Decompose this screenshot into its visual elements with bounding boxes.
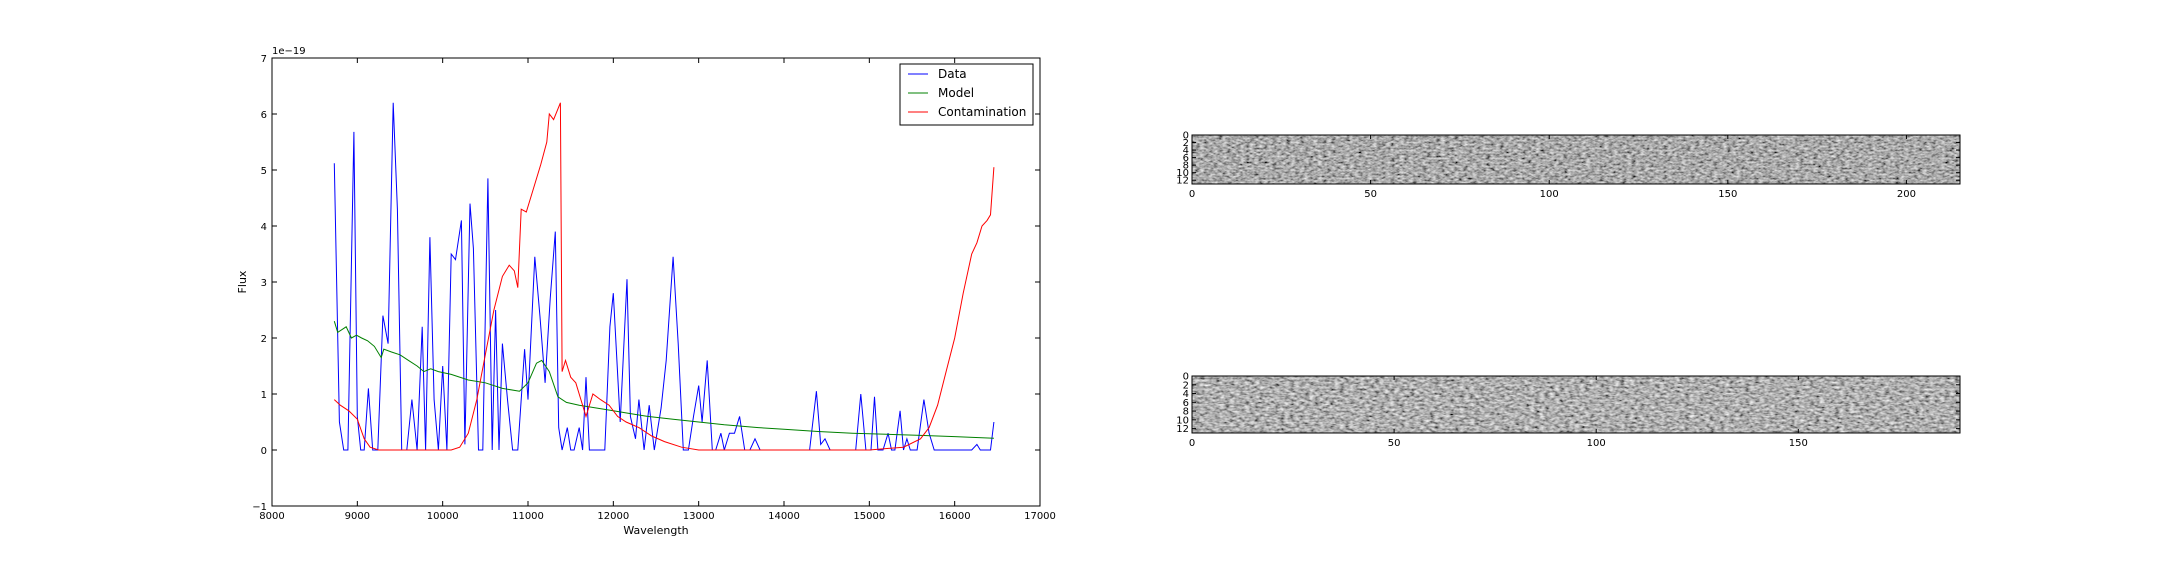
spectrum-chart: 8000 9000 10000 11000 12000 13000 14000 15000 16…: [236, 46, 1056, 537]
x-tick-label: 12000: [597, 511, 629, 522]
image-y-tick-label: 4: [1183, 146, 1189, 157]
legend-label-data: Data: [938, 67, 967, 81]
series-line-model: [333, 321, 994, 439]
x-tick-label: 9000: [345, 511, 370, 522]
x-tick-label: 10000: [427, 511, 459, 522]
y-tick-label: 0: [261, 446, 267, 457]
image-y-tick-label: 0: [1183, 131, 1189, 142]
image-x-tick-label: 150: [1789, 438, 1808, 449]
image-y-tick-label: 2: [1183, 138, 1189, 149]
image-y-tick-label: 2: [1183, 380, 1189, 391]
image-pixels-top: [1192, 135, 1960, 184]
y-tick-label: −1: [252, 502, 267, 513]
image-y-tick-label: 4: [1183, 389, 1189, 400]
x-tick-label: 15000: [853, 511, 885, 522]
image-y-tick-label: 6: [1183, 398, 1189, 409]
image-x-tick-label: 0: [1189, 189, 1195, 200]
x-tick-label: 13000: [683, 511, 715, 522]
x-tick-label: 14000: [768, 511, 800, 522]
image-frame-top: [1191, 134, 1961, 185]
y-tick-label: 3: [261, 278, 267, 289]
image-x-tick-label: 100: [1540, 189, 1559, 200]
legend-label-model: Model: [938, 86, 974, 100]
y-tick-label: 2: [261, 334, 267, 345]
image-y-tick-label: 0: [1183, 372, 1189, 383]
image-y-tick-label: 10: [1176, 168, 1189, 179]
image-x-tick-label: 100: [1587, 438, 1606, 449]
y-offset-label: 1e−19: [272, 46, 306, 57]
image-y-tick-label: 12: [1176, 176, 1189, 187]
series-line-contamination: [333, 102, 995, 451]
image-x-tick-label: 50: [1364, 189, 1377, 200]
image-y-tick-label: 10: [1176, 415, 1189, 426]
y-axis-label: Flux: [236, 270, 249, 293]
legend-label-contamination: Contamination: [938, 105, 1026, 119]
image-y-tick-label: 12: [1176, 424, 1189, 435]
image-x-tick-label: 150: [1718, 189, 1737, 200]
y-tick-label: 4: [261, 222, 267, 233]
x-tick-label: 8000: [259, 511, 284, 522]
image-x-tick-label: 0: [1189, 438, 1195, 449]
series-line-data: [333, 102, 995, 451]
image-pixels-bottom: [1192, 376, 1960, 433]
legend: Data Model Contamination: [899, 63, 1034, 126]
image-y-tick-label: 8: [1183, 161, 1189, 172]
image-y-tick-label: 8: [1183, 407, 1189, 418]
image-x-tick-label: 200: [1897, 189, 1916, 200]
x-tick-label: 17000: [1024, 511, 1056, 522]
x-tick-label: 11000: [512, 511, 544, 522]
y-tick-label: 7: [261, 54, 267, 65]
image-frame-bottom: [1191, 375, 1961, 434]
x-tick-label: 16000: [939, 511, 971, 522]
y-tick-label: 5: [261, 166, 267, 177]
x-axis-label: Wavelength: [623, 524, 688, 537]
y-tick-label: 6: [261, 110, 267, 121]
y-tick-label: 1: [261, 390, 267, 401]
image-x-tick-label: 50: [1388, 438, 1401, 449]
image-y-tick-label: 6: [1183, 153, 1189, 164]
